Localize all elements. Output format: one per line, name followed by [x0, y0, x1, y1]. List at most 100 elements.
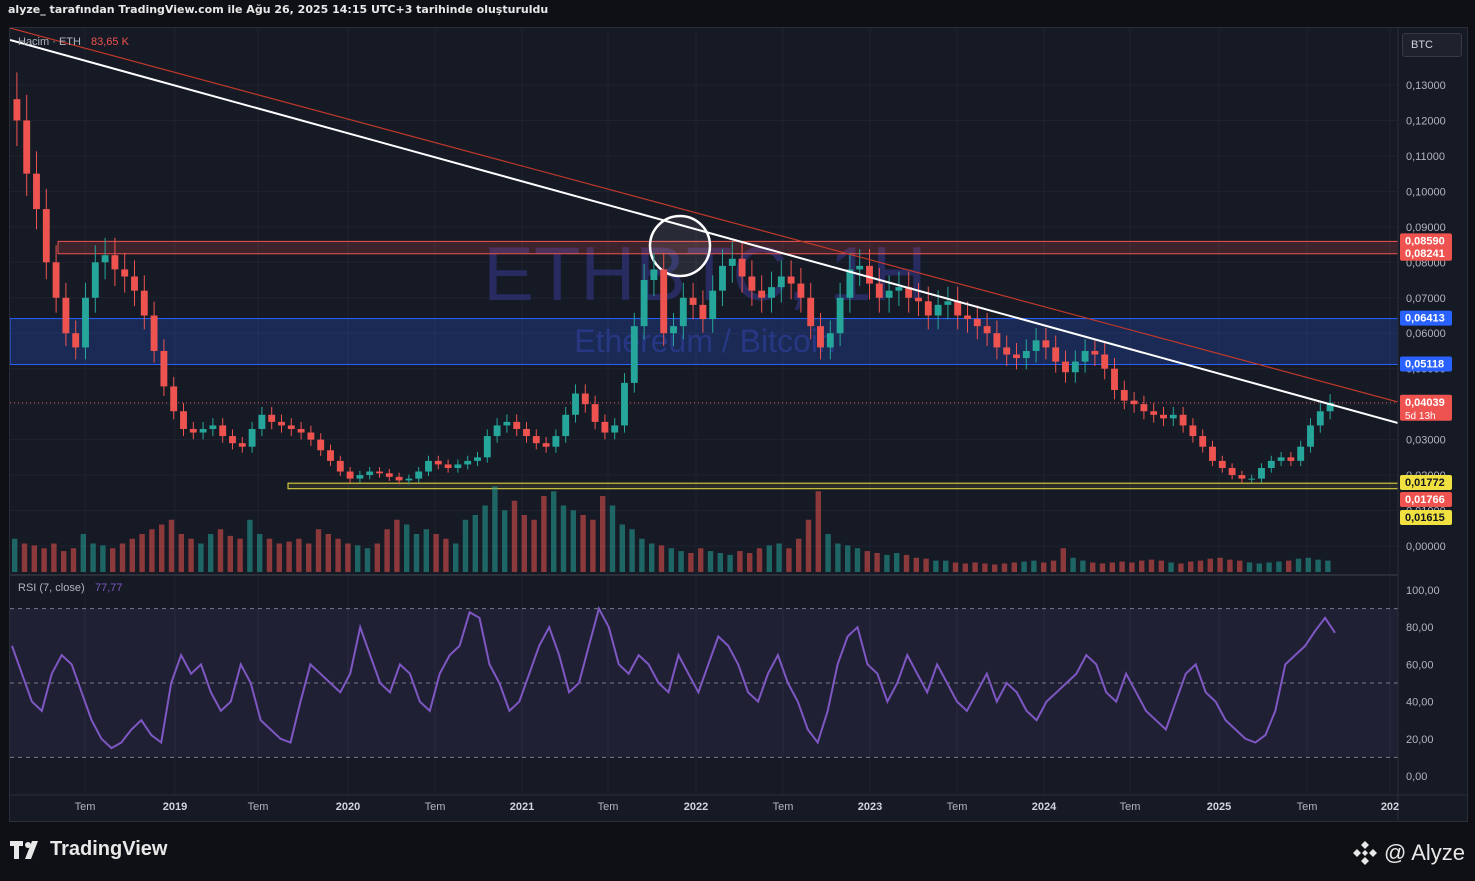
- candle-body: [719, 265, 726, 291]
- tradingview-wordmark: TradingView: [50, 838, 168, 860]
- volume-bar: [266, 538, 273, 572]
- volume-bar: [1295, 558, 1302, 572]
- candle-body: [209, 425, 217, 429]
- candle-body: [258, 414, 266, 429]
- candle-body: [170, 386, 178, 412]
- candle-body: [33, 173, 40, 210]
- candle-body: [160, 350, 168, 387]
- volume-bar: [649, 543, 655, 572]
- candle-body: [973, 319, 981, 327]
- volume-bar: [364, 548, 371, 572]
- rsi-line: [11, 605, 1336, 750]
- candle-body: [630, 326, 638, 383]
- candle-body: [905, 287, 913, 298]
- volume-bar: [1217, 557, 1223, 572]
- volume-bar: [609, 505, 616, 572]
- candle-body: [1062, 361, 1069, 373]
- volume-bar: [1070, 557, 1076, 572]
- candle-body: [1307, 425, 1314, 447]
- candle-body: [503, 421, 511, 426]
- volume-bar: [982, 563, 988, 572]
- tradingview-logo[interactable]: TradingView: [10, 838, 167, 861]
- volume-bar: [443, 538, 449, 572]
- volume-bar: [874, 553, 880, 572]
- candle-body: [1238, 475, 1246, 479]
- candle-body: [287, 425, 295, 429]
- volume-bar: [521, 515, 527, 572]
- time-tick-label: 2021: [510, 801, 534, 813]
- legends: Hacim · ETH 83,65 K RSI (7, close) 77,77: [18, 36, 130, 594]
- candles: [13, 72, 1334, 485]
- time-tick-label: Tem: [947, 801, 968, 813]
- volume-bar: [1109, 562, 1115, 572]
- candle-body: [699, 304, 707, 320]
- candle-body: [748, 276, 756, 291]
- rsi-tick-label: 60,00: [1406, 659, 1434, 671]
- volume-bar: [1148, 559, 1155, 572]
- volume-bar: [1060, 548, 1066, 572]
- candle-body: [993, 333, 1001, 348]
- candle-body: [1258, 467, 1265, 479]
- price-label-badge: 0,05118: [1400, 356, 1452, 372]
- price-label-text: 0,04039: [1405, 397, 1445, 409]
- candle-body: [875, 283, 883, 298]
- volume-bar: [1031, 560, 1037, 572]
- time-axis: Tem 2019 Tem 2020 Tem 2021 Tem 2022 Tem 2023 Tem 20…: [75, 801, 1400, 813]
- mid-zone: [10, 318, 1398, 366]
- price-label-text: 0,05118: [1405, 359, 1444, 371]
- candle-body: [297, 428, 305, 433]
- resistance-zone: [57, 240, 1398, 255]
- volume-bar: [1315, 559, 1321, 572]
- volume-bar: [825, 534, 831, 572]
- candle-body: [1160, 414, 1167, 419]
- volume-bar: [110, 548, 116, 572]
- candle-body: [1218, 460, 1226, 468]
- volume-bar: [590, 519, 596, 572]
- price-label-bg: [1400, 510, 1452, 525]
- candle-body: [1169, 414, 1177, 419]
- price-label-badge: 0,04039 5d 13h: [1400, 394, 1452, 422]
- volume-bar: [404, 524, 410, 572]
- watermark-name: Ethereum / Bitcoin: [574, 323, 835, 359]
- volume-bar: [1197, 560, 1204, 572]
- time-tick-label: Tem: [773, 801, 794, 813]
- price-zones: [10, 214, 1398, 490]
- currency-chip[interactable]: BTC: [1402, 33, 1462, 57]
- candle-body: [1042, 340, 1050, 348]
- candle-body: [1091, 350, 1099, 355]
- candle-body: [670, 326, 677, 334]
- volume-bar: [1276, 561, 1282, 572]
- volume-bar: [41, 548, 47, 572]
- candle-body: [650, 269, 658, 281]
- candle-body: [425, 460, 432, 472]
- candle-body: [1277, 457, 1285, 461]
- volume-bar: [943, 560, 949, 572]
- candle-body: [1199, 436, 1207, 447]
- candle-body: [1150, 411, 1158, 415]
- candle-body: [434, 460, 442, 465]
- volume-bar: [413, 534, 420, 572]
- candle-body: [42, 209, 50, 263]
- candle-body: [415, 471, 423, 479]
- volume-bar: [433, 534, 439, 572]
- volume-bar: [1168, 562, 1174, 572]
- candle-body: [640, 280, 648, 327]
- candle-body: [1081, 350, 1089, 362]
- trendline-red: [10, 28, 1398, 403]
- candle-body: [885, 290, 893, 298]
- rsi-legend-label: RSI (7, close): [18, 582, 85, 594]
- volume-bar: [815, 491, 821, 572]
- candle-body: [474, 457, 481, 461]
- volume-bar: [1207, 558, 1213, 572]
- volume-bar: [786, 548, 792, 572]
- volume-bar: [90, 543, 96, 572]
- volume-bar: [306, 543, 312, 572]
- candle-body: [542, 443, 550, 447]
- price-tick-label: 0,07000: [1406, 293, 1446, 305]
- price-label-text: 0,08590: [1405, 235, 1445, 247]
- volume-bar: [992, 564, 998, 572]
- price-tick-label: 0,00000: [1406, 541, 1446, 553]
- volume-bar: [462, 519, 469, 572]
